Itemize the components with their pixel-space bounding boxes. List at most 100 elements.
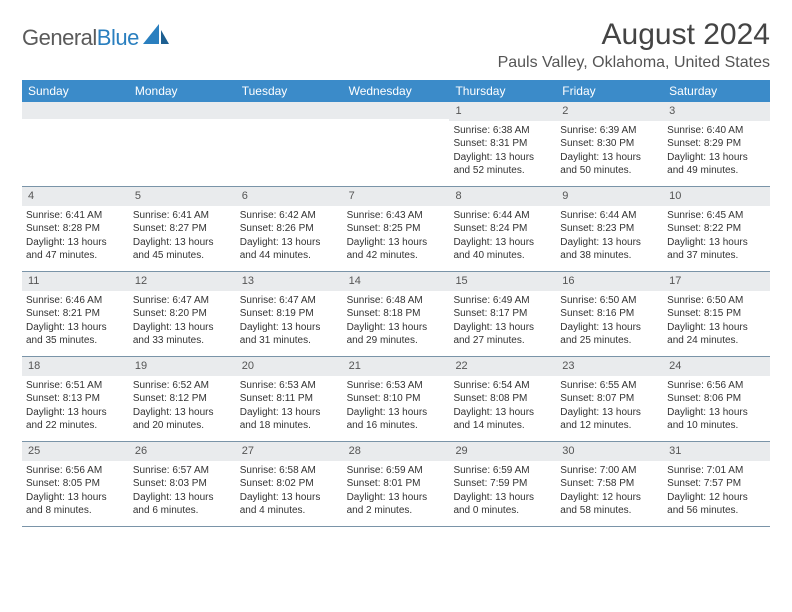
day-cell: 14Sunrise: 6:48 AMSunset: 8:18 PMDayligh… xyxy=(343,272,450,356)
day-cell: 5Sunrise: 6:41 AMSunset: 8:27 PMDaylight… xyxy=(129,187,236,271)
day-detail-line: Daylight: 13 hours and 33 minutes. xyxy=(133,321,232,348)
day-detail-line: Daylight: 13 hours and 8 minutes. xyxy=(26,491,125,518)
day-detail-line: Sunrise: 6:57 AM xyxy=(133,464,232,478)
calendar: Sunday Monday Tuesday Wednesday Thursday… xyxy=(22,80,770,527)
day-detail-line: Sunrise: 6:50 AM xyxy=(667,294,766,308)
logo-text: GeneralBlue xyxy=(22,25,139,51)
day-detail-line: Daylight: 13 hours and 35 minutes. xyxy=(26,321,125,348)
day-detail-line: Sunset: 8:05 PM xyxy=(26,477,125,491)
day-detail-line: Sunset: 8:23 PM xyxy=(560,222,659,236)
day-detail-line: Sunrise: 6:53 AM xyxy=(347,379,446,393)
day-number: 26 xyxy=(129,442,236,461)
day-detail-line: Sunset: 8:06 PM xyxy=(667,392,766,406)
day-number: 25 xyxy=(22,442,129,461)
day-detail-line: Daylight: 13 hours and 24 minutes. xyxy=(667,321,766,348)
day-detail-line: Sunrise: 6:38 AM xyxy=(453,124,552,138)
day-detail-line: Daylight: 13 hours and 50 minutes. xyxy=(560,151,659,178)
day-detail-line: Sunset: 8:27 PM xyxy=(133,222,232,236)
day-number xyxy=(129,102,236,119)
day-cell: 28Sunrise: 6:59 AMSunset: 8:01 PMDayligh… xyxy=(343,442,450,526)
day-detail-line: Daylight: 13 hours and 14 minutes. xyxy=(453,406,552,433)
day-cell xyxy=(343,102,450,186)
day-detail-line: Daylight: 13 hours and 37 minutes. xyxy=(667,236,766,263)
day-number: 18 xyxy=(22,357,129,376)
day-detail-line: Sunset: 8:17 PM xyxy=(453,307,552,321)
day-cell: 23Sunrise: 6:55 AMSunset: 8:07 PMDayligh… xyxy=(556,357,663,441)
day-detail-line: Sunrise: 6:53 AM xyxy=(240,379,339,393)
day-number: 24 xyxy=(663,357,770,376)
week-row: 11Sunrise: 6:46 AMSunset: 8:21 PMDayligh… xyxy=(22,272,770,357)
day-cell: 12Sunrise: 6:47 AMSunset: 8:20 PMDayligh… xyxy=(129,272,236,356)
day-number: 4 xyxy=(22,187,129,206)
day-detail-line: Daylight: 13 hours and 25 minutes. xyxy=(560,321,659,348)
day-number: 23 xyxy=(556,357,663,376)
day-cell xyxy=(129,102,236,186)
day-number: 22 xyxy=(449,357,556,376)
day-detail-line: Daylight: 13 hours and 27 minutes. xyxy=(453,321,552,348)
day-number: 3 xyxy=(663,102,770,121)
day-detail-line: Sunrise: 6:59 AM xyxy=(453,464,552,478)
weekday-header: Friday xyxy=(556,80,663,102)
day-cell: 22Sunrise: 6:54 AMSunset: 8:08 PMDayligh… xyxy=(449,357,556,441)
week-row: 25Sunrise: 6:56 AMSunset: 8:05 PMDayligh… xyxy=(22,442,770,527)
day-detail-line: Sunset: 8:18 PM xyxy=(347,307,446,321)
weekday-header: Sunday xyxy=(22,80,129,102)
day-cell: 18Sunrise: 6:51 AMSunset: 8:13 PMDayligh… xyxy=(22,357,129,441)
day-detail-line: Daylight: 13 hours and 20 minutes. xyxy=(133,406,232,433)
day-number: 29 xyxy=(449,442,556,461)
day-detail-line: Sunrise: 6:55 AM xyxy=(560,379,659,393)
weekday-header-row: Sunday Monday Tuesday Wednesday Thursday… xyxy=(22,80,770,102)
day-number: 14 xyxy=(343,272,450,291)
day-detail-line: Sunrise: 6:49 AM xyxy=(453,294,552,308)
day-number: 21 xyxy=(343,357,450,376)
day-cell: 13Sunrise: 6:47 AMSunset: 8:19 PMDayligh… xyxy=(236,272,343,356)
day-cell: 4Sunrise: 6:41 AMSunset: 8:28 PMDaylight… xyxy=(22,187,129,271)
day-number: 8 xyxy=(449,187,556,206)
day-detail-line: Sunrise: 6:46 AM xyxy=(26,294,125,308)
day-number: 19 xyxy=(129,357,236,376)
day-detail-line: Sunrise: 6:59 AM xyxy=(347,464,446,478)
day-detail-line: Daylight: 13 hours and 18 minutes. xyxy=(240,406,339,433)
day-number: 12 xyxy=(129,272,236,291)
day-detail-line: Sunset: 8:20 PM xyxy=(133,307,232,321)
location-subtitle: Pauls Valley, Oklahoma, United States xyxy=(498,54,770,72)
weekday-header: Tuesday xyxy=(236,80,343,102)
day-detail-line: Sunset: 7:58 PM xyxy=(560,477,659,491)
day-detail-line: Daylight: 13 hours and 40 minutes. xyxy=(453,236,552,263)
day-number xyxy=(22,102,129,119)
day-number: 17 xyxy=(663,272,770,291)
day-detail-line: Daylight: 12 hours and 56 minutes. xyxy=(667,491,766,518)
day-number: 27 xyxy=(236,442,343,461)
day-number: 10 xyxy=(663,187,770,206)
day-cell xyxy=(22,102,129,186)
header: GeneralBlue August 2024 Pauls Valley, Ok… xyxy=(22,18,770,72)
day-detail-line: Sunrise: 6:40 AM xyxy=(667,124,766,138)
day-detail-line: Sunset: 8:19 PM xyxy=(240,307,339,321)
day-detail-line: Daylight: 13 hours and 38 minutes. xyxy=(560,236,659,263)
day-detail-line: Sunset: 8:21 PM xyxy=(26,307,125,321)
day-detail-line: Sunset: 8:30 PM xyxy=(560,137,659,151)
weeks-container: 1Sunrise: 6:38 AMSunset: 8:31 PMDaylight… xyxy=(22,102,770,527)
day-cell: 17Sunrise: 6:50 AMSunset: 8:15 PMDayligh… xyxy=(663,272,770,356)
day-cell xyxy=(236,102,343,186)
day-detail-line: Daylight: 13 hours and 29 minutes. xyxy=(347,321,446,348)
day-detail-line: Sunrise: 6:41 AM xyxy=(133,209,232,223)
weekday-header: Saturday xyxy=(663,80,770,102)
day-detail-line: Daylight: 13 hours and 45 minutes. xyxy=(133,236,232,263)
day-detail-line: Sunrise: 6:56 AM xyxy=(26,464,125,478)
day-detail-line: Daylight: 13 hours and 10 minutes. xyxy=(667,406,766,433)
day-detail-line: Sunrise: 6:52 AM xyxy=(133,379,232,393)
logo-text-blue: Blue xyxy=(97,25,139,50)
logo-text-gray: General xyxy=(22,25,97,50)
day-detail-line: Sunset: 8:01 PM xyxy=(347,477,446,491)
day-detail-line: Sunset: 8:25 PM xyxy=(347,222,446,236)
day-detail-line: Daylight: 13 hours and 16 minutes. xyxy=(347,406,446,433)
day-detail-line: Sunset: 8:02 PM xyxy=(240,477,339,491)
month-title: August 2024 xyxy=(498,18,770,52)
day-cell: 19Sunrise: 6:52 AMSunset: 8:12 PMDayligh… xyxy=(129,357,236,441)
day-cell: 3Sunrise: 6:40 AMSunset: 8:29 PMDaylight… xyxy=(663,102,770,186)
day-cell: 30Sunrise: 7:00 AMSunset: 7:58 PMDayligh… xyxy=(556,442,663,526)
day-detail-line: Sunrise: 6:44 AM xyxy=(453,209,552,223)
day-detail-line: Daylight: 13 hours and 42 minutes. xyxy=(347,236,446,263)
day-number: 20 xyxy=(236,357,343,376)
